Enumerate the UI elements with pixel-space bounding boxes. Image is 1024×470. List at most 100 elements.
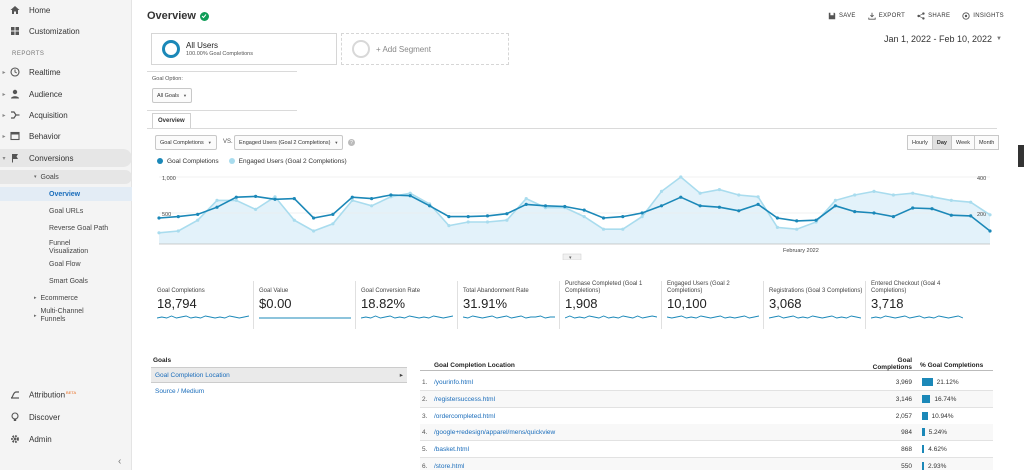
nav-goal-overview[interactable]: Overview	[0, 187, 132, 201]
data-point[interactable]	[234, 195, 238, 199]
data-point[interactable]	[949, 198, 953, 202]
data-point[interactable]	[872, 211, 876, 215]
data-point[interactable]	[196, 218, 200, 222]
nav-smart-goals[interactable]: Smart Goals	[0, 274, 132, 288]
legend-item-engaged-users[interactable]: Engaged Users (Goal 2 Completions)	[228, 158, 347, 165]
metric-card[interactable]: Goal Conversion Rate 18.82%	[359, 281, 455, 331]
data-point[interactable]	[447, 224, 451, 228]
source-medium-option[interactable]: Source / Medium	[155, 388, 205, 395]
data-point[interactable]	[659, 204, 664, 208]
data-point[interactable]	[196, 212, 200, 216]
nav-ecommerce[interactable]: ▸ Ecommerce	[0, 291, 132, 305]
row-page-link[interactable]: /basket.html	[434, 446, 470, 454]
data-point[interactable]	[833, 198, 838, 202]
nav-acquisition[interactable]: ▸ Acquisition	[0, 106, 132, 124]
data-point[interactable]	[969, 214, 973, 218]
data-point[interactable]	[215, 198, 219, 202]
data-point[interactable]	[485, 214, 490, 218]
data-point[interactable]	[331, 222, 335, 226]
nav-behavior[interactable]: ▸ Behavior	[0, 127, 132, 145]
nav-customization[interactable]: Customization	[0, 22, 132, 40]
table-row[interactable]: 6. /store.html 550 2.93%	[420, 458, 993, 470]
insights-button[interactable]: INSIGHTS	[962, 12, 1004, 20]
data-point[interactable]	[505, 212, 509, 216]
metric-card[interactable]: Total Abandonment Rate 31.91%	[461, 281, 557, 331]
tab-overview[interactable]: Overview	[152, 113, 191, 128]
nav-realtime[interactable]: ▸ Realtime	[0, 63, 132, 81]
data-point[interactable]	[466, 220, 470, 224]
data-point[interactable]	[756, 195, 760, 199]
data-point[interactable]	[891, 193, 896, 197]
row-page-link[interactable]: /registersuccess.html	[434, 395, 496, 403]
nav-home[interactable]: Home	[0, 1, 132, 19]
data-point[interactable]	[447, 215, 451, 219]
nav-multichannel[interactable]: ▸ Multi-Channel Funnels	[0, 306, 110, 326]
data-point[interactable]	[157, 216, 161, 220]
data-point[interactable]	[254, 194, 258, 198]
data-point[interactable]	[640, 215, 644, 219]
data-point[interactable]	[563, 204, 567, 209]
data-point[interactable]	[524, 202, 528, 206]
data-point[interactable]	[292, 218, 296, 222]
metric-card[interactable]: Goal Completions 18,794	[155, 281, 251, 331]
data-point[interactable]	[157, 231, 161, 235]
comparison-metric-select[interactable]: Engaged Users (Goal 2 Completions) ▼	[234, 135, 344, 150]
data-point[interactable]	[466, 215, 470, 219]
data-point[interactable]	[234, 198, 238, 202]
data-point[interactable]	[408, 194, 412, 198]
help-icon[interactable]: ?	[348, 139, 355, 146]
data-point[interactable]	[621, 227, 625, 231]
save-button[interactable]: SAVE	[828, 12, 856, 20]
share-button[interactable]: SHARE	[917, 12, 950, 20]
data-point[interactable]	[853, 193, 857, 197]
nav-goal-urls[interactable]: Goal URLs	[0, 204, 132, 218]
data-point[interactable]	[176, 215, 180, 219]
scrollbar-handle[interactable]	[1018, 145, 1024, 167]
data-point[interactable]	[737, 193, 741, 197]
segment-all-users[interactable]: All Users 100.00% Goal Completions	[151, 33, 337, 65]
data-point[interactable]	[370, 197, 374, 201]
data-point[interactable]	[679, 195, 683, 199]
data-point[interactable]	[408, 191, 412, 195]
data-point[interactable]	[215, 205, 219, 209]
data-point[interactable]	[698, 204, 702, 208]
data-point[interactable]	[795, 219, 799, 223]
data-point[interactable]	[428, 204, 432, 208]
data-point[interactable]	[350, 195, 354, 199]
data-point[interactable]	[273, 195, 277, 199]
data-point[interactable]	[911, 191, 915, 195]
hourly-button[interactable]: Hourly	[907, 135, 933, 150]
data-point[interactable]	[485, 220, 490, 224]
week-button[interactable]: Week	[951, 135, 975, 150]
data-point[interactable]	[292, 197, 296, 201]
data-point[interactable]	[930, 207, 934, 211]
data-point[interactable]	[795, 227, 799, 231]
data-point[interactable]	[775, 216, 780, 220]
metric-card[interactable]: Registrations (Goal 3 Completions) 3,068	[767, 281, 863, 331]
data-point[interactable]	[331, 212, 335, 216]
goal-option-select[interactable]: All Goals ▼	[152, 88, 192, 103]
nav-audience[interactable]: ▸ Audience	[0, 85, 132, 103]
data-point[interactable]	[621, 215, 625, 219]
nav-goal-flow[interactable]: Goal Flow	[0, 257, 132, 271]
data-point[interactable]	[833, 204, 838, 208]
nav-reverse-goal-path[interactable]: Reverse Goal Path	[0, 221, 132, 235]
col-percent[interactable]: % Goal Completions	[920, 362, 984, 369]
data-point[interactable]	[756, 202, 760, 206]
row-page-link[interactable]: /ordercompleted.html	[434, 412, 496, 420]
data-point[interactable]	[775, 225, 780, 229]
data-point[interactable]	[930, 195, 934, 199]
data-point[interactable]	[505, 218, 509, 222]
data-point[interactable]	[601, 227, 606, 231]
goal-completion-location-option[interactable]: Goal Completion Location ▸	[151, 367, 407, 383]
data-point[interactable]	[969, 200, 973, 204]
data-point[interactable]	[679, 175, 683, 179]
collapse-sidebar-button[interactable]: ‹	[118, 456, 122, 467]
nav-attribution[interactable]: AttributionBETA	[0, 386, 132, 404]
add-segment-button[interactable]: + Add Segment	[341, 33, 509, 65]
data-point[interactable]	[389, 193, 393, 197]
data-point[interactable]	[911, 206, 915, 210]
data-point[interactable]	[737, 209, 741, 213]
data-point[interactable]	[872, 189, 876, 193]
table-row[interactable]: 4. /google+redesign/apparel/mens/quickvie…	[420, 424, 993, 442]
